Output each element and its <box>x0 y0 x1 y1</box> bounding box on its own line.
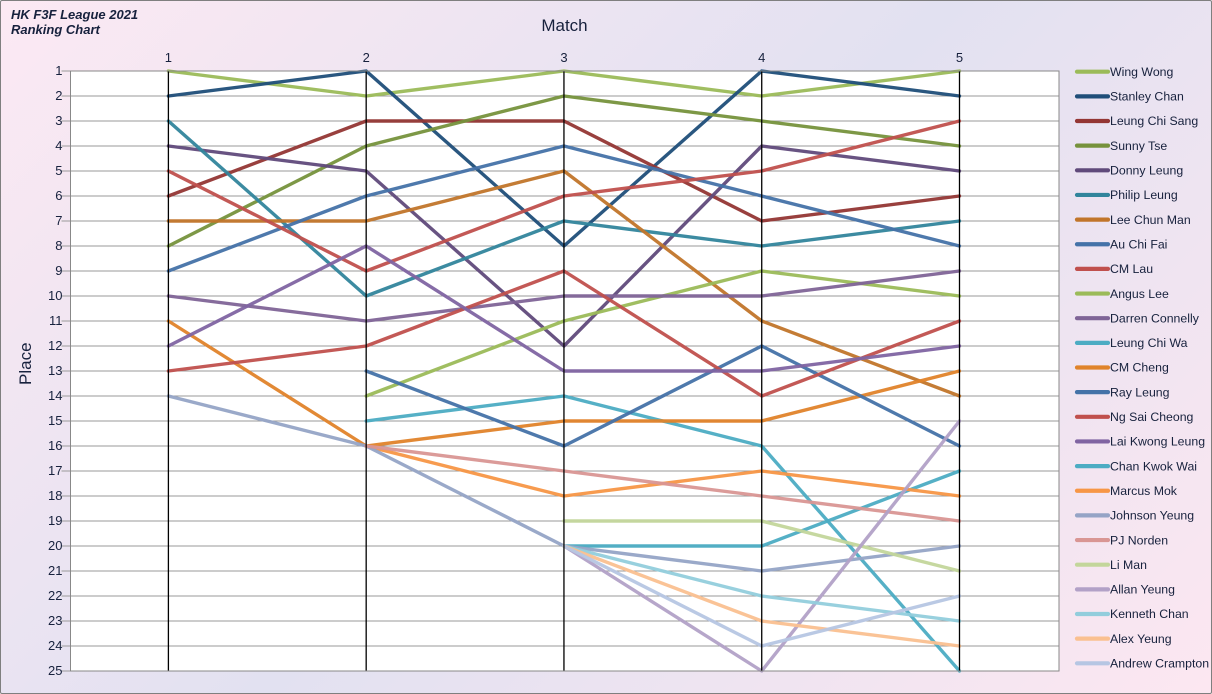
svg-text:4: 4 <box>55 138 62 153</box>
svg-text:2: 2 <box>363 50 370 65</box>
svg-text:Ray Leung: Ray Leung <box>1110 385 1170 399</box>
svg-text:CM Lau: CM Lau <box>1110 262 1153 276</box>
svg-text:Ng Sai Cheong: Ng Sai Cheong <box>1110 410 1194 424</box>
svg-text:2: 2 <box>55 88 62 103</box>
svg-text:PJ Norden: PJ Norden <box>1110 533 1168 547</box>
svg-text:14: 14 <box>48 388 62 403</box>
svg-text:Leung Chi Sang: Leung Chi Sang <box>1110 114 1198 128</box>
svg-text:25: 25 <box>48 663 62 678</box>
svg-text:3: 3 <box>55 113 62 128</box>
svg-text:Marcus Mok: Marcus Mok <box>1110 484 1178 498</box>
svg-text:3: 3 <box>560 50 567 65</box>
svg-text:Lai Kwong Leung: Lai Kwong Leung <box>1110 435 1205 449</box>
svg-text:4: 4 <box>758 50 765 65</box>
svg-text:Darren Connelly: Darren Connelly <box>1110 311 1200 325</box>
svg-text:Sunny Tse: Sunny Tse <box>1110 139 1167 153</box>
svg-text:10: 10 <box>48 288 62 303</box>
svg-text:Angus Lee: Angus Lee <box>1110 287 1169 301</box>
svg-text:13: 13 <box>48 363 62 378</box>
svg-text:Alex Yeung: Alex Yeung <box>1110 632 1172 646</box>
svg-text:Leung Chi Wa: Leung Chi Wa <box>1110 336 1188 350</box>
svg-text:CM Cheng: CM Cheng <box>1110 361 1169 375</box>
svg-text:Wing Wong: Wing Wong <box>1110 65 1173 79</box>
svg-text:Chan Kwok Wai: Chan Kwok Wai <box>1110 459 1197 473</box>
svg-text:18: 18 <box>48 488 62 503</box>
svg-text:12: 12 <box>48 338 62 353</box>
svg-text:6: 6 <box>55 188 62 203</box>
svg-text:7: 7 <box>55 213 62 228</box>
svg-text:Kenneth Chan: Kenneth Chan <box>1110 607 1189 621</box>
svg-text:17: 17 <box>48 463 62 478</box>
svg-text:21: 21 <box>48 563 62 578</box>
svg-text:Donny Leung: Donny Leung <box>1110 164 1183 178</box>
svg-text:24: 24 <box>48 638 62 653</box>
svg-text:Allan Yeung: Allan Yeung <box>1110 583 1175 597</box>
svg-text:19: 19 <box>48 513 62 528</box>
svg-text:8: 8 <box>55 238 62 253</box>
svg-text:Lee Chun Man: Lee Chun Man <box>1110 213 1191 227</box>
svg-text:Johnson Yeung: Johnson Yeung <box>1110 509 1194 523</box>
svg-text:Philip Leung: Philip Leung <box>1110 188 1178 202</box>
svg-text:20: 20 <box>48 538 62 553</box>
svg-text:Au Chi Fai: Au Chi Fai <box>1110 237 1167 251</box>
svg-text:Stanley Chan: Stanley Chan <box>1110 90 1184 104</box>
svg-text:Li Man: Li Man <box>1110 558 1147 572</box>
svg-text:22: 22 <box>48 588 62 603</box>
svg-text:Andrew Crampton: Andrew Crampton <box>1110 657 1209 671</box>
svg-text:15: 15 <box>48 413 62 428</box>
svg-text:9: 9 <box>55 263 62 278</box>
svg-text:1: 1 <box>165 50 172 65</box>
svg-text:5: 5 <box>55 163 62 178</box>
svg-text:5: 5 <box>956 50 963 65</box>
svg-text:11: 11 <box>49 313 63 328</box>
svg-text:16: 16 <box>48 438 62 453</box>
svg-text:23: 23 <box>48 613 62 628</box>
svg-text:1: 1 <box>55 63 62 78</box>
